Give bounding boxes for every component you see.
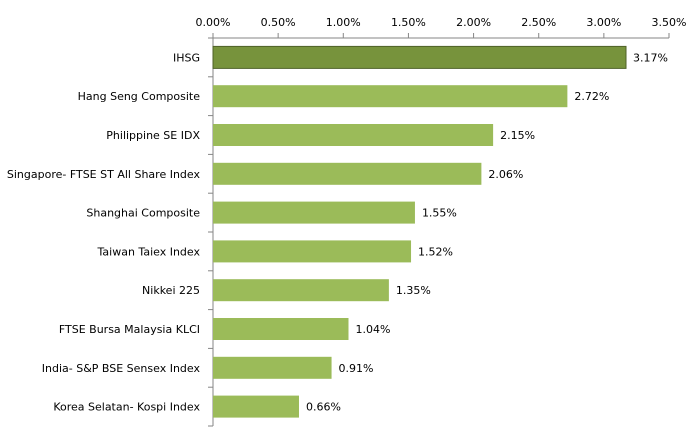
data-label: 2.06%	[488, 168, 523, 181]
data-label: 2.15%	[500, 129, 535, 142]
category-label: IHSG	[173, 51, 200, 64]
bar	[213, 201, 415, 224]
axis-layer: 0.00% 0.50% 1.00% 1.50% 2.00% 2.50% 3.00% 3.50%	[196, 16, 687, 427]
category-label: Philippine SE IDX	[106, 129, 200, 142]
bar	[213, 318, 349, 340]
bar	[212, 45, 627, 69]
category-label: Taiwan Taiex Index	[97, 245, 201, 258]
category-label: Nikkei 225	[142, 284, 200, 297]
category-label: India- S&P BSE Sensex Index	[42, 362, 201, 375]
data-label: 3.17%	[633, 51, 668, 64]
x-tick-label: 3.00%	[586, 16, 621, 29]
x-tick-label: 1.50%	[391, 16, 426, 29]
data-label: 0.91%	[339, 362, 374, 375]
x-tick-label: 0.50%	[261, 16, 296, 29]
bar	[213, 356, 332, 379]
data-label: 1.04%	[355, 323, 390, 336]
x-tick-label: 2.00%	[456, 16, 491, 29]
category-label: FTSE Bursa Malaysia KLCI	[59, 323, 200, 336]
x-tick-label: 2.50%	[521, 16, 556, 29]
bar	[213, 124, 494, 146]
bar	[213, 240, 412, 263]
data-label: 1.35%	[396, 284, 431, 297]
x-tick-label: 0.00%	[196, 16, 231, 29]
bar	[213, 85, 568, 108]
labels-layer: IHSG 3.17% Hang Seng Composite 2.72% Philipp…	[7, 51, 668, 413]
category-label: Hang Seng Composite	[78, 90, 201, 103]
data-label: 0.66%	[306, 401, 341, 414]
data-label: 1.52%	[418, 245, 453, 258]
bar	[213, 162, 482, 185]
bar	[213, 279, 389, 302]
bar	[213, 395, 299, 418]
category-label: Singapore- FTSE ST All Share Index	[7, 168, 201, 181]
x-tick-label: 1.00%	[326, 16, 361, 29]
category-label: Korea Selatan- Kospi Index	[53, 401, 200, 414]
bars-layer	[212, 45, 627, 418]
data-label: 2.72%	[574, 90, 609, 103]
data-label: 1.55%	[422, 207, 457, 220]
category-label: Shanghai Composite	[86, 207, 200, 220]
x-tick-label: 3.50%	[652, 16, 687, 29]
